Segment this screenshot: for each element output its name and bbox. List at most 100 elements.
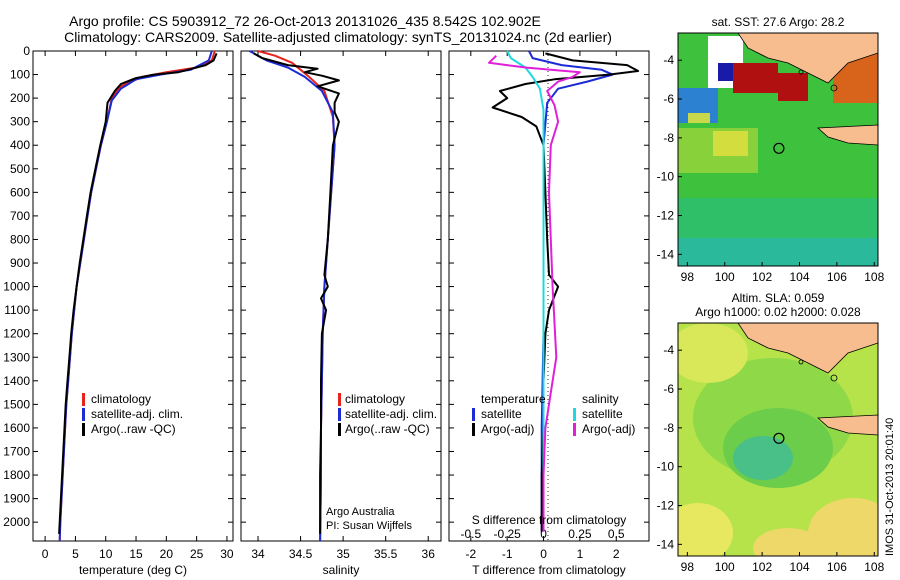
salinity-legend: climatology satellite-adj. clim. Argo(..… bbox=[338, 392, 437, 436]
map-y-tick-label: -12 bbox=[657, 209, 675, 223]
sst-coolest-band bbox=[678, 238, 878, 266]
map-y-tick-label: -4 bbox=[663, 343, 674, 357]
depth-tick-label: 900 bbox=[10, 256, 30, 270]
map-y-tick-label: -12 bbox=[657, 499, 675, 513]
depth-tick-label: 1300 bbox=[3, 350, 30, 364]
series-line bbox=[488, 54, 581, 532]
legend-label-s-satellite: satellite bbox=[582, 407, 623, 421]
legend-label-t-argo: Argo(-adj) bbox=[481, 422, 534, 436]
depth-axis: 0 100 200 300 400 500 600 700 800 900 1000 1100 1200… bbox=[3, 44, 233, 529]
sla-map-subtitle: Argo h1000: 0.02 h2000: 0.028 bbox=[695, 305, 861, 319]
island-outline bbox=[798, 359, 804, 365]
depth-tick-label: 1900 bbox=[3, 492, 30, 506]
legend-swatch-t-argo bbox=[472, 423, 475, 436]
depth-tick-label: 1200 bbox=[3, 327, 30, 341]
legend-label-climatology: climatology bbox=[91, 392, 151, 406]
map-x-tick-label: 102 bbox=[752, 270, 772, 284]
map-y-tick-label: -6 bbox=[663, 92, 674, 106]
x-tick-label: 30 bbox=[220, 547, 234, 561]
legend-title-temperature: temperature bbox=[481, 392, 546, 406]
sla-high-se bbox=[808, 498, 878, 556]
map-x-tick-label: 108 bbox=[864, 270, 884, 284]
x-tick-label: 1 bbox=[577, 547, 584, 561]
sla-map-frame bbox=[677, 322, 879, 557]
series-line bbox=[58, 53, 218, 534]
depth-tick-label: 1800 bbox=[3, 468, 30, 482]
salinity-panel: 34 34.5 35 35.5 36 salinity climatology sate… bbox=[240, 50, 442, 577]
salinity-diff-tick-label: -0.25 bbox=[494, 527, 522, 541]
depth-tick-label: 100 bbox=[10, 68, 30, 82]
legend-label-satellite: satellite-adj. clim. bbox=[91, 407, 183, 421]
argo-position-marker bbox=[773, 432, 785, 444]
depth-tick-label: 600 bbox=[10, 185, 30, 199]
figure-title-line2: Climatology: CARS2009. Satellite-adjuste… bbox=[64, 29, 612, 45]
legend-swatch-climatology bbox=[338, 393, 341, 406]
sst-yellow-patch bbox=[713, 131, 748, 156]
salinity-diff-tick-label: 0.25 bbox=[568, 527, 592, 541]
legend-swatch-s-argo bbox=[573, 423, 576, 436]
map-x-tick-label: 104 bbox=[789, 560, 809, 574]
sumatra-land bbox=[737, 323, 878, 374]
salinity-diff-tick-label: 0.5 bbox=[608, 527, 625, 541]
legend-swatch-satellite bbox=[82, 408, 85, 421]
sla-high-sw bbox=[678, 503, 733, 556]
sla-map-title: Altim. SLA: 0.059 bbox=[732, 291, 825, 305]
map-x-tick-label: 100 bbox=[715, 560, 735, 574]
salinity-difference-scale: -0.5 -0.25 0 0.25 0.5 bbox=[460, 527, 624, 541]
legend-label-argo: Argo(..raw -QC) bbox=[345, 422, 430, 436]
map-x-tick-label: 108 bbox=[864, 560, 884, 574]
imos-stamp: IMOS 31-Oct-2013 20:01:40 bbox=[884, 418, 896, 556]
salinity-lines bbox=[249, 50, 340, 542]
sst-hot-patch-2 bbox=[778, 73, 808, 101]
x-tick-label: 35 bbox=[336, 547, 350, 561]
difference-y-ticks bbox=[449, 50, 649, 523]
legend-swatch-s-satellite bbox=[573, 408, 576, 421]
map-x-tick-label: 98 bbox=[681, 270, 695, 284]
map-x-tick-label: 106 bbox=[827, 270, 847, 284]
x-tick-label: 2 bbox=[613, 547, 620, 561]
depth-tick-label: 1400 bbox=[3, 374, 30, 388]
difference-xlabel-top: S difference from climatology bbox=[472, 513, 627, 527]
temperature-xlabel: temperature (deg C) bbox=[79, 563, 187, 577]
difference-legend: temperature satellite Argo(-adj) salinit… bbox=[472, 392, 635, 436]
map-y-tick-label: -14 bbox=[657, 537, 675, 551]
temperature-x-axis: 0 5 10 15 20 25 30 bbox=[42, 51, 234, 561]
legend-label-satellite: satellite-adj. clim. bbox=[345, 407, 437, 421]
sst-map-area bbox=[678, 33, 878, 266]
temperature-axes-frame bbox=[32, 50, 234, 542]
annotation-line2: PI: Susan Wijffels bbox=[326, 520, 412, 532]
annotation-line1: Argo Australia bbox=[326, 506, 395, 518]
legend-swatch-t-satellite bbox=[472, 408, 475, 421]
x-tick-label: 25 bbox=[190, 547, 204, 561]
map-x-tick-label: 100 bbox=[715, 270, 735, 284]
sst-hot-patch-1 bbox=[733, 63, 778, 93]
figure-title-line1: Argo profile: CS 5903912_72 26-Oct-2013 … bbox=[69, 13, 541, 29]
depth-tick-label: 400 bbox=[10, 138, 30, 152]
depth-tick-label: 1000 bbox=[3, 280, 30, 294]
salinity-diff-tick-label: 0 bbox=[540, 527, 547, 541]
depth-tick-label: 1500 bbox=[3, 397, 30, 411]
depth-tick-label: 1600 bbox=[3, 421, 30, 435]
salinity-diff-tick-label: -0.5 bbox=[460, 527, 481, 541]
island-outline bbox=[798, 69, 804, 75]
x-tick-label: 35.5 bbox=[374, 547, 398, 561]
map-x-tick-label: 102 bbox=[752, 560, 772, 574]
x-tick-label: 20 bbox=[160, 547, 174, 561]
x-tick-label: 0 bbox=[42, 547, 49, 561]
depth-tick-label: 1100 bbox=[4, 303, 30, 317]
sumatra-land bbox=[737, 33, 878, 84]
island-outline bbox=[830, 84, 838, 92]
x-tick-label: 5 bbox=[72, 547, 79, 561]
map-x-tick-label: 104 bbox=[789, 270, 809, 284]
difference-x-axis: -2 -1 0 1 2 bbox=[465, 51, 620, 561]
legend-swatch-argo bbox=[82, 423, 85, 436]
depth-tick-label: 1700 bbox=[3, 444, 30, 458]
sst-map-ticks: 98 100 102 104 106 108 -4 -6 -8 -10 -12 -14 bbox=[657, 53, 885, 284]
legend-label-s-argo: Argo(-adj) bbox=[582, 422, 635, 436]
difference-lines bbox=[488, 50, 640, 532]
depth-tick-label: 2000 bbox=[3, 515, 30, 529]
map-x-tick-label: 98 bbox=[681, 560, 695, 574]
difference-xlabel: T difference from climatology bbox=[472, 563, 626, 577]
series-line bbox=[253, 52, 340, 534]
island-outline bbox=[830, 374, 838, 382]
